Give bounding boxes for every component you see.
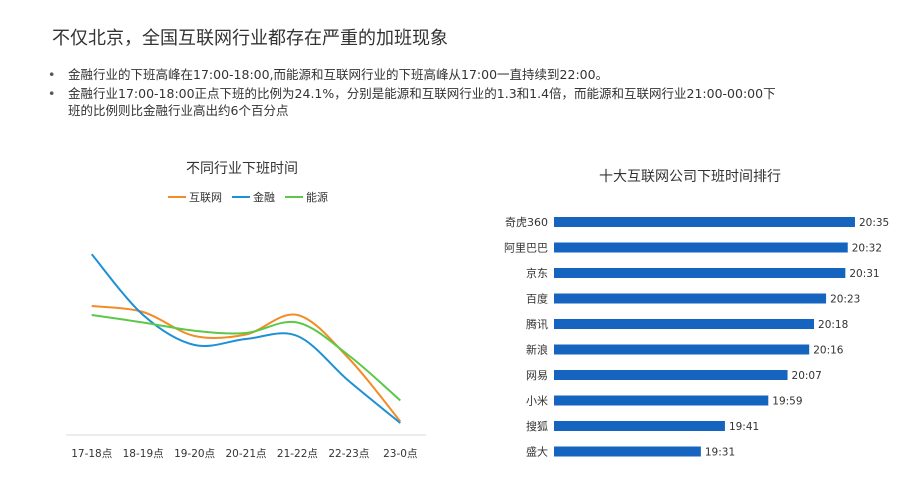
y-tick-label: 搜狐 (526, 419, 548, 433)
bar (554, 242, 848, 253)
bar (554, 395, 769, 406)
y-tick-label: 小米 (526, 395, 548, 408)
bar-value-label: 20:31 (849, 268, 879, 280)
bullet-text: 金融行业17:00-18:00正点下班的比例为24.1%，分别是能源和互联网行业… (68, 86, 776, 118)
bar-value-label: 20:07 (792, 370, 822, 382)
bullet-item: 金融行业的下班高峰在17:00-18:00,而能源和互联网行业的下班高峰从17:… (48, 66, 888, 83)
bar-chart-title: 十大互联网公司下班时间排行 (599, 169, 781, 185)
industry-line-chart: 不同行业下班时间 互联网 金融 能源 17-18点 18-19点 19-20点 20-21… (40, 150, 450, 484)
bar (554, 293, 827, 304)
bar-value-label: 20:16 (813, 345, 844, 357)
bar (554, 268, 846, 278)
series-line-2 (90, 253, 401, 424)
bar-value-label: 19:59 (772, 396, 802, 408)
line-chart-title: 不同行业下班时间 (186, 161, 298, 177)
y-tick-label: 新浪 (526, 343, 548, 357)
y-tick-label: 网易 (526, 369, 548, 382)
legend-item: 金融 (232, 190, 275, 204)
bar-chart-plot: 奇虎360 20:35 阿里巴巴 20:32 京东 20:31 百度 20:23 腾讯 20:18… (504, 216, 889, 459)
legend-label: 金融 (253, 190, 275, 204)
x-tick-label: 20-21点 (225, 448, 266, 460)
line-chart-svg: 不同行业下班时间 互联网 金融 能源 17-18点 18-19点 19-20点 20-21… (66, 161, 426, 460)
x-tick-label: 23-0点 (383, 448, 417, 460)
bar-value-label: 20:23 (830, 294, 860, 306)
y-tick-label: 奇虎360 (505, 216, 548, 229)
y-tick-label: 阿里巴巴 (504, 242, 548, 255)
bar (554, 319, 815, 329)
company-bar-chart: 十大互联网公司下班时间排行 奇虎360 20:35 阿里巴巴 20:32 京东 20:31… (495, 150, 895, 484)
legend-item: 互联网 (168, 191, 222, 204)
bar (554, 370, 788, 380)
x-tick-label: 17-18点 (71, 448, 112, 460)
x-tick-label: 18-19点 (123, 448, 164, 460)
line-chart-plot: 17-18点 18-19点 19-20点 20-21点 21-22点 22-23点 23-0… (66, 253, 426, 460)
bar (554, 217, 855, 227)
line-chart-legend: 互联网 金融 能源 (168, 190, 328, 204)
y-tick-label: 百度 (526, 292, 548, 306)
bar-value-label: 20:32 (852, 243, 882, 255)
x-tick-label: 22-23点 (328, 448, 369, 460)
bar-value-label: 20:18 (818, 319, 848, 331)
x-tick-label: 21-22点 (277, 448, 318, 460)
y-tick-label: 腾讯 (526, 317, 548, 331)
legend-label: 互联网 (189, 191, 222, 204)
bar-value-label: 19:41 (729, 421, 759, 433)
bar (554, 446, 701, 457)
slide-title: 不仅北京，全国互联网行业都存在严重的加班现象 (52, 28, 448, 49)
legend-item: 能源 (285, 190, 328, 204)
bullet-list: 金融行业的下班高峰在17:00-18:00,而能源和互联网行业的下班高峰从17:… (48, 66, 888, 121)
series-line-1 (91, 305, 402, 423)
legend-label: 能源 (306, 190, 328, 204)
bar-chart-svg: 十大互联网公司下班时间排行 奇虎360 20:35 阿里巴巴 20:32 京东 20:31… (504, 169, 889, 459)
bar (554, 344, 810, 355)
bar-value-label: 19:31 (705, 447, 735, 459)
y-tick-label: 盛大 (526, 445, 548, 459)
y-tick-label: 京东 (526, 266, 548, 280)
series-line-3 (91, 314, 401, 402)
bullet-item: 金融行业17:00-18:00正点下班的比例为24.1%，分别是能源和互联网行业… (48, 85, 888, 119)
bullet-text: 金融行业的下班高峰在17:00-18:00,而能源和互联网行业的下班高峰从17:… (68, 67, 609, 82)
bar (554, 421, 725, 431)
x-tick-label: 19-20点 (174, 448, 215, 460)
bar-value-label: 20:35 (859, 217, 889, 229)
